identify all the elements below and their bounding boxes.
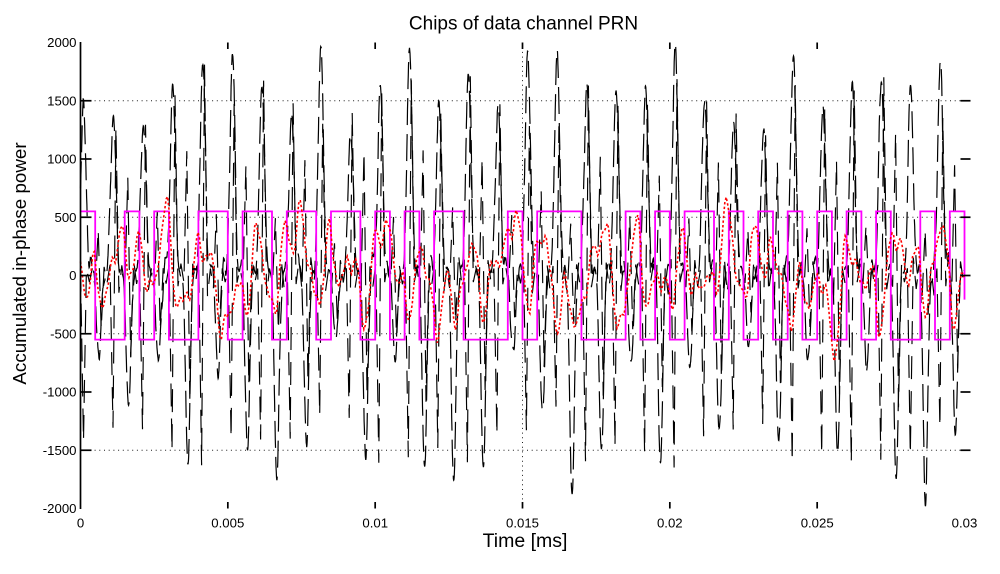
svg-text:-2000: -2000	[43, 501, 77, 516]
svg-text:-1000: -1000	[43, 385, 77, 400]
svg-text:1000: 1000	[47, 152, 76, 167]
svg-text:Accumulated in-phase power: Accumulated in-phase power	[9, 142, 30, 384]
svg-text:0.01: 0.01	[362, 516, 388, 531]
svg-text:0.005: 0.005	[211, 516, 244, 531]
svg-text:0: 0	[77, 516, 84, 531]
svg-text:0: 0	[69, 268, 76, 283]
svg-text:2000: 2000	[47, 35, 76, 50]
svg-text:0.015: 0.015	[506, 516, 539, 531]
svg-text:Chips of data channel PRN: Chips of data channel PRN	[409, 14, 638, 35]
svg-text:0.02: 0.02	[657, 516, 683, 531]
svg-text:Time [ms]: Time [ms]	[483, 530, 568, 552]
svg-text:-500: -500	[50, 326, 76, 341]
svg-text:1500: 1500	[47, 93, 76, 108]
svg-text:0.025: 0.025	[801, 516, 834, 531]
svg-text:500: 500	[54, 210, 76, 225]
svg-text:-1500: -1500	[43, 443, 77, 458]
svg-text:0.03: 0.03	[952, 516, 978, 531]
